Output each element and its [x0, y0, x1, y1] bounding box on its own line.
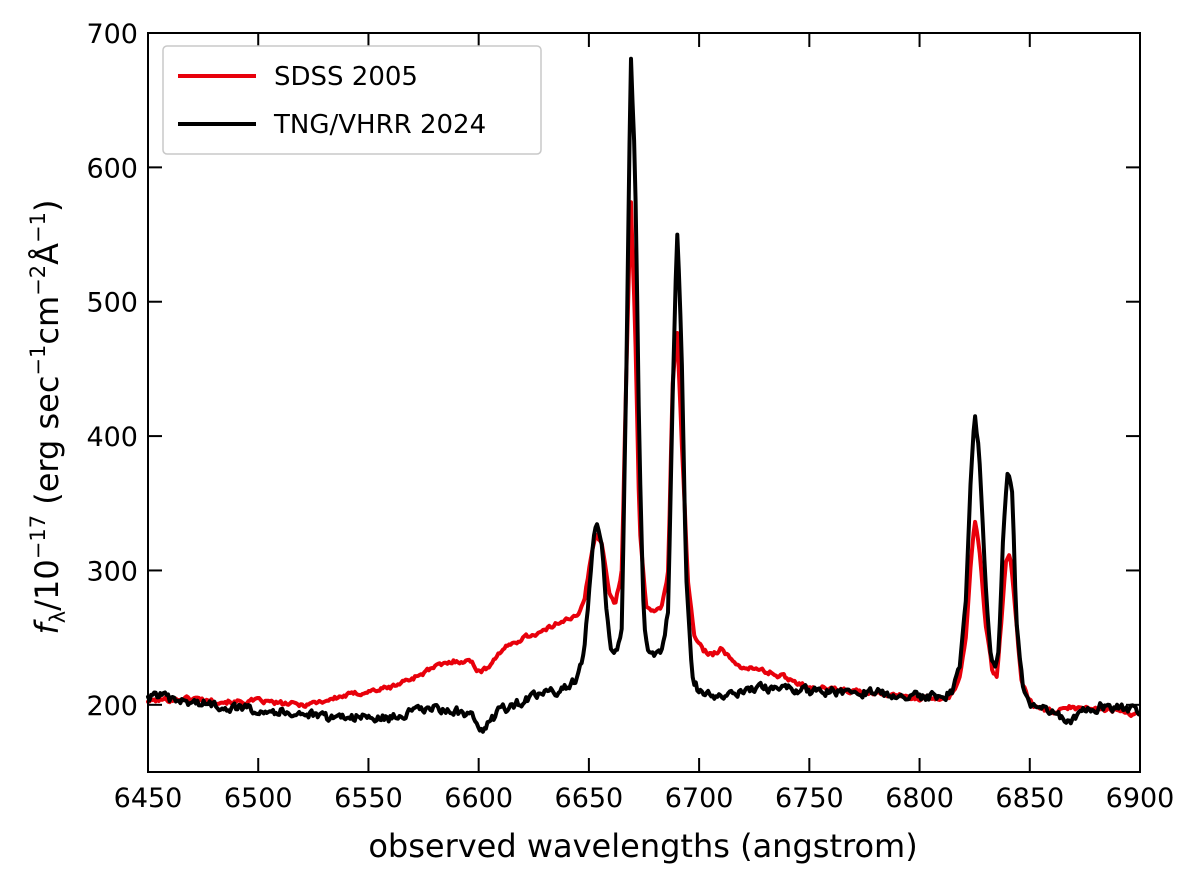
x-axis-label: observed wavelengths (angstrom) [368, 827, 917, 865]
x-tick-label: 6650 [555, 783, 624, 814]
x-tick-label: 6750 [775, 783, 844, 814]
y-tick-label: 700 [86, 19, 138, 50]
plot-frame [147, 32, 1141, 773]
x-tick-label: 6800 [885, 783, 954, 814]
legend-label-sdss: SDSS 2005 [274, 62, 418, 92]
legend-box [162, 45, 542, 155]
axis-ticks: 6450 6500 6550 6600 6650 6700 6750 6800 6850 6900… [86, 19, 1174, 814]
series-line-tng-vhrr-2024 [146, 56, 1141, 734]
y-tick-label: 600 [86, 153, 138, 184]
y-tick-label: 300 [86, 556, 138, 587]
x-tick-label: 6500 [224, 783, 293, 814]
x-tick-label: 6850 [995, 783, 1064, 814]
series-group [146, 56, 1141, 734]
x-tick-label: 6450 [114, 783, 183, 814]
legend-label-tng: TNG/VHRR 2024 [273, 110, 486, 140]
legend: SDSS 2005 TNG/VHRR 2024 [162, 45, 542, 155]
x-tick-label: 6600 [444, 783, 513, 814]
y-tick-label: 500 [86, 288, 138, 319]
y-tick-label: 200 [86, 691, 138, 722]
x-tick-label: 6900 [1106, 783, 1175, 814]
x-tick-label: 6700 [665, 783, 734, 814]
y-axis-label: fλ/10−17 (erg sec−1cm−2Å−1) [26, 200, 70, 635]
x-tick-label: 6550 [334, 783, 403, 814]
y-tick-label: 400 [86, 422, 138, 453]
